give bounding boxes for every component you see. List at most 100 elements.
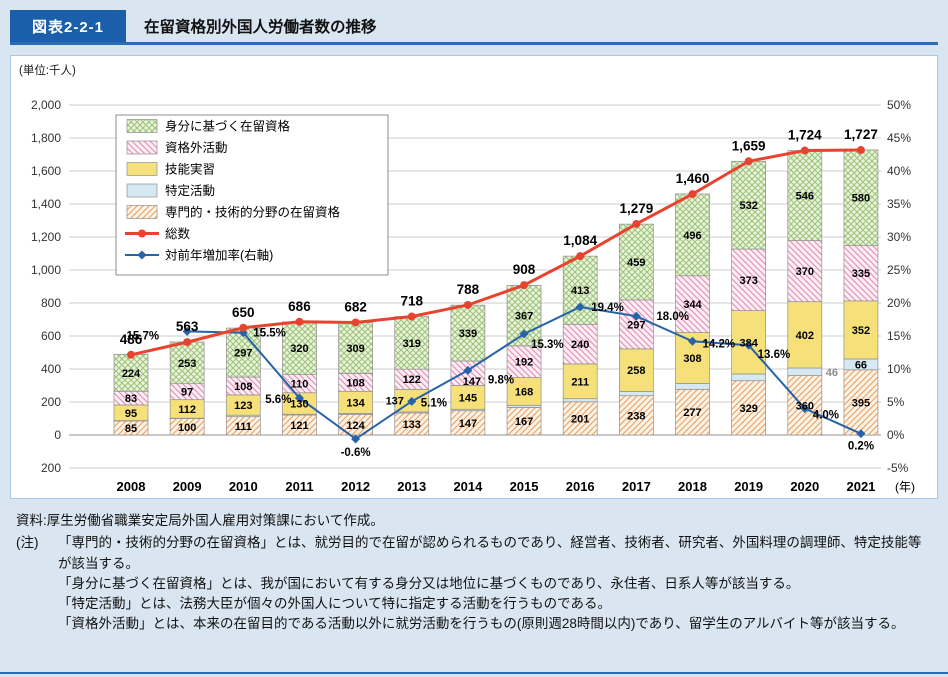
svg-text:137: 137 [386,396,404,408]
svg-text:908: 908 [513,262,536,277]
bar-segment-tokutei [675,383,710,390]
chart-legend: 身分に基づく在留資格資格外活動技能実習特定活動専門的・技術的分野の在留資格総数対… [115,114,389,276]
svg-text:2020: 2020 [790,479,819,494]
svg-text:200: 200 [41,461,61,475]
svg-text:5.1%: 5.1% [421,397,447,409]
svg-text:718: 718 [400,294,423,309]
note-row: (注) 「専門的・技術的分野の在留資格」とは、就労目的で在留が認められるものであ… [16,533,932,634]
bar-segment-mibun [731,160,767,250]
svg-text:83: 83 [125,393,137,405]
bar-segment-mibun [338,322,373,374]
svg-text:97: 97 [181,387,193,399]
svg-text:167: 167 [515,416,533,428]
svg-text:2021: 2021 [846,479,875,494]
svg-text:13.6%: 13.6% [758,349,791,361]
svg-text:100: 100 [178,422,196,434]
bar-segment-mibun [675,193,710,277]
svg-text:1,000: 1,000 [31,263,61,277]
svg-text:5%: 5% [887,395,905,409]
svg-text:122: 122 [403,374,421,386]
svg-text:特定活動: 特定活動 [165,183,215,198]
svg-text:201: 201 [571,413,589,425]
svg-text:121: 121 [290,420,308,432]
svg-text:360: 360 [796,400,814,412]
chart-box: 2,000 50% 1,800 45% 1,600 40% 1,400 35% 1,200 30%… [10,55,938,499]
bar-segment-senmon [562,401,598,436]
svg-text:1,600: 1,600 [31,164,61,178]
bottom-rule [0,672,948,674]
svg-text:108: 108 [346,377,364,389]
svg-text:682: 682 [344,299,367,314]
svg-text:400: 400 [41,362,61,376]
svg-text:580: 580 [852,193,870,205]
svg-text:402: 402 [796,330,814,342]
svg-text:145: 145 [459,392,477,404]
bar-segment-shikakugai [787,240,823,303]
bar-segment-shikakugai [731,248,767,311]
svg-text:111: 111 [235,421,252,433]
svg-text:124: 124 [346,420,365,432]
svg-text:15%: 15% [887,329,911,343]
svg-text:413: 413 [571,285,589,297]
svg-text:9.8%: 9.8% [488,374,514,386]
svg-text:686: 686 [288,299,311,314]
svg-text:600: 600 [41,329,61,343]
svg-text:395: 395 [852,397,870,409]
svg-text:技能実習: 技能実習 [165,162,215,177]
svg-text:147: 147 [459,418,477,430]
svg-text:30%: 30% [887,230,911,244]
svg-text:-0.6%: -0.6% [341,447,371,459]
svg-text:110: 110 [291,379,309,391]
svg-text:2015: 2015 [510,479,539,494]
bar-segment-shikakugai [843,245,879,302]
bar-segment-ginou [562,363,598,400]
bar-segment-tokutei [562,398,598,403]
bar-segment-mibun [282,321,317,375]
svg-text:253: 253 [178,358,196,370]
note-text-3: 「特定活動」とは、法務大臣が個々の外国人について特に指定する活動を行うものである… [58,596,611,611]
svg-text:専門的・技術的分野の在留資格: 専門的・技術的分野の在留資格 [165,205,341,220]
bar-segment-shikakugai [675,275,710,333]
svg-text:240: 240 [571,339,589,351]
svg-text:800: 800 [41,296,61,310]
svg-text:15.3%: 15.3% [531,339,564,351]
stacked-bars [113,149,879,436]
svg-text:35%: 35% [887,197,911,211]
svg-text:0: 0 [54,428,61,442]
bar-segment-tokutei [618,391,654,397]
svg-text:320: 320 [290,343,308,355]
bar-segment-tokutei [731,373,767,382]
bar-segment-senmon [843,369,879,436]
svg-text:18.0%: 18.0% [656,311,689,323]
bar-segment-ginou [506,377,542,406]
svg-text:133: 133 [403,419,421,431]
bar-segment-ginou [787,301,823,369]
svg-text:25%: 25% [887,263,911,277]
svg-text:1,800: 1,800 [31,131,61,145]
svg-text:(年): (年) [895,480,915,494]
svg-text:788: 788 [457,282,480,297]
svg-text:1,279: 1,279 [619,201,653,216]
svg-text:459: 459 [627,257,645,269]
svg-text:2013: 2013 [397,479,426,494]
svg-text:486: 486 [120,332,143,347]
svg-text:130: 130 [290,398,308,410]
note-texts: 「専門的・技術的分野の在留資格」とは、就労目的で在留が認められるものであり、経営… [58,533,932,634]
svg-text:339: 339 [459,328,477,340]
svg-text:0%: 0% [887,428,905,442]
svg-text:2016: 2016 [566,479,595,494]
svg-text:134: 134 [346,397,365,409]
svg-text:46: 46 [826,367,838,379]
svg-text:384: 384 [739,337,758,349]
svg-text:10%: 10% [887,362,911,376]
svg-text:20%: 20% [887,296,911,310]
note-label: (注) [16,535,39,551]
svg-text:650: 650 [232,305,255,320]
svg-text:15.7%: 15.7% [127,330,160,342]
svg-text:546: 546 [796,191,814,203]
svg-text:50%: 50% [887,98,911,112]
svg-text:123: 123 [234,400,252,412]
svg-text:-5%: -5% [887,461,909,475]
svg-text:238: 238 [627,410,645,422]
bar-segment-mibun [113,353,149,392]
